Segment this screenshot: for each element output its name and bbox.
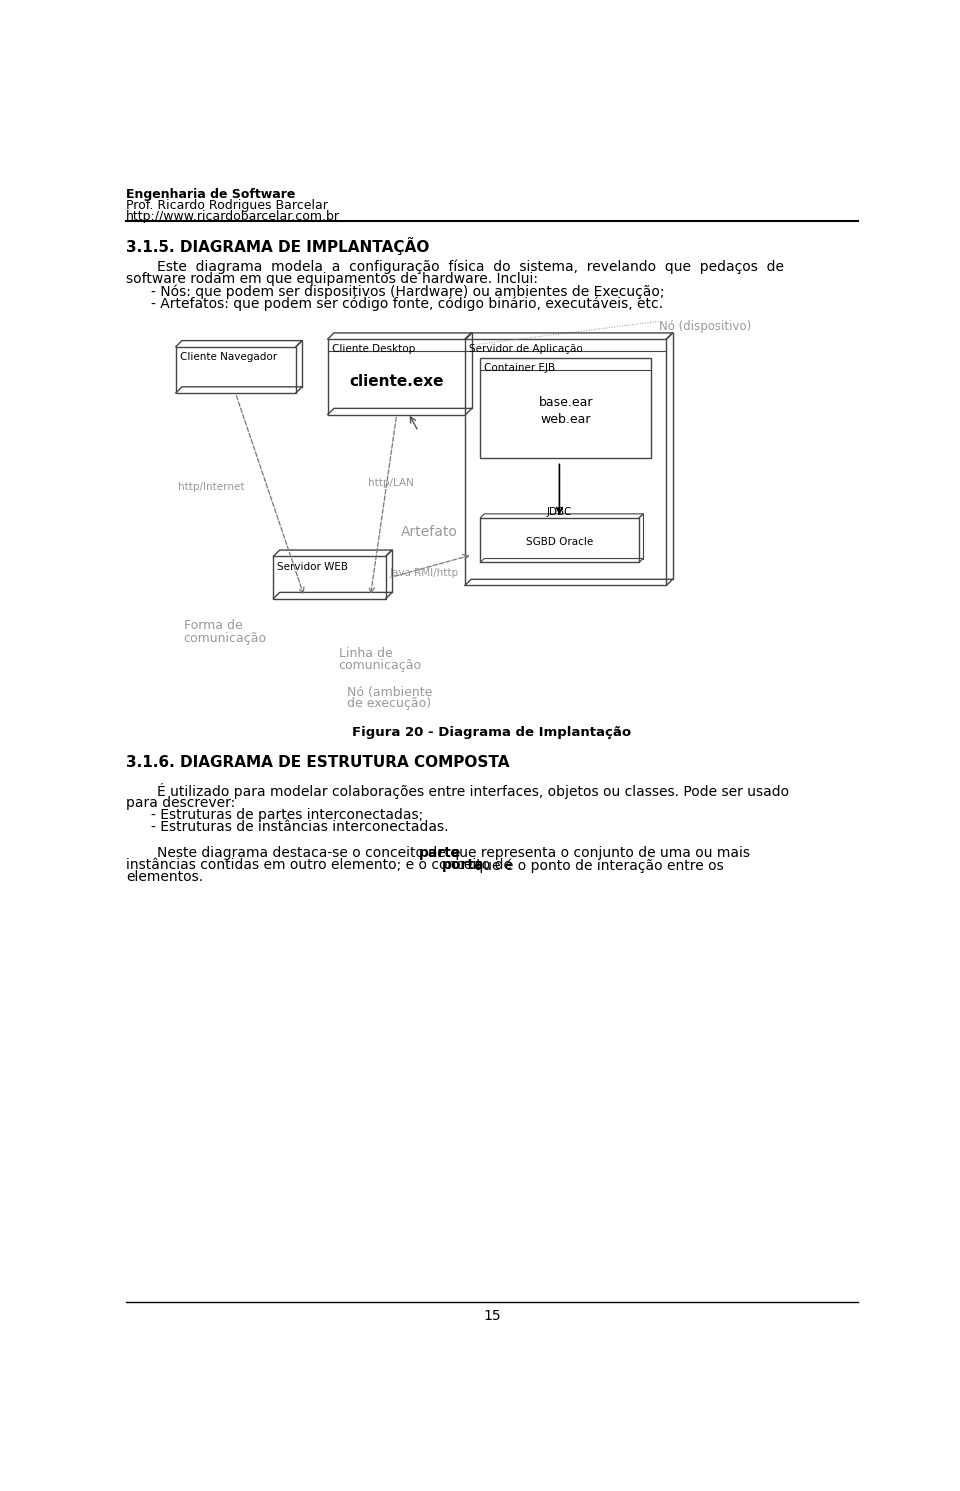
- Text: Servidor WEB: Servidor WEB: [277, 562, 348, 571]
- FancyBboxPatch shape: [274, 556, 386, 598]
- Text: software rodam em que equipamentos de hardware. Inclui:: software rodam em que equipamentos de ha…: [126, 271, 539, 286]
- Text: 15: 15: [483, 1309, 501, 1324]
- Text: Neste diagrama destaca-se o conceito de: Neste diagrama destaca-se o conceito de: [157, 845, 450, 860]
- Text: Container EJB: Container EJB: [484, 362, 556, 373]
- Text: 3.1.6. DIAGRAMA DE ESTRUTURA COMPOSTA: 3.1.6. DIAGRAMA DE ESTRUTURA COMPOSTA: [126, 754, 510, 769]
- Text: http/Internet: http/Internet: [179, 482, 245, 492]
- Text: É utilizado para modelar colaborações entre interfaces, objetos ou classes. Pode: É utilizado para modelar colaborações en…: [157, 783, 789, 799]
- Text: Prof. Ricardo Rodrigues Barcelar: Prof. Ricardo Rodrigues Barcelar: [126, 198, 328, 212]
- Text: Servidor de Aplicação: Servidor de Aplicação: [468, 344, 583, 355]
- FancyBboxPatch shape: [327, 338, 466, 414]
- Text: comunicação: comunicação: [339, 659, 421, 672]
- Text: para descrever:: para descrever:: [126, 796, 235, 810]
- Text: porta: porta: [442, 857, 484, 872]
- FancyBboxPatch shape: [465, 338, 666, 586]
- Text: 3.1.5. DIAGRAMA DE IMPLANTAÇÃO: 3.1.5. DIAGRAMA DE IMPLANTAÇÃO: [126, 237, 429, 255]
- Text: comunicação: comunicação: [183, 632, 267, 644]
- Text: JDBC: JDBC: [547, 507, 572, 517]
- Text: - Estruturas de partes interconectadas;: - Estruturas de partes interconectadas;: [151, 808, 423, 822]
- Text: base.ear: base.ear: [539, 395, 593, 409]
- Text: Linha de: Linha de: [339, 647, 393, 661]
- FancyBboxPatch shape: [176, 347, 296, 394]
- Text: Nó (dispositivo): Nó (dispositivo): [659, 321, 751, 332]
- Text: parte: parte: [420, 845, 462, 860]
- FancyBboxPatch shape: [480, 517, 639, 562]
- Text: Forma de: Forma de: [183, 619, 242, 632]
- Text: http://www.ricardobarcelar.com.br: http://www.ricardobarcelar.com.br: [126, 210, 340, 222]
- Text: que representa o conjunto de uma ou mais: que representa o conjunto de uma ou mais: [446, 845, 751, 860]
- Text: web.ear: web.ear: [540, 413, 590, 425]
- Text: SGBD Oracle: SGBD Oracle: [526, 537, 593, 547]
- Text: http/LAN: http/LAN: [368, 477, 414, 488]
- Text: Este  diagrama  modela  a  configuração  física  do  sistema,  revelando  que  p: Este diagrama modela a configuração físi…: [157, 259, 784, 274]
- Text: de execução): de execução): [348, 698, 431, 710]
- Text: instâncias contidas em outro elemento; e o conceito de: instâncias contidas em outro elemento; e…: [126, 857, 516, 872]
- Text: Engenharia de Software: Engenharia de Software: [126, 188, 296, 201]
- Text: Figura 20 - Diagrama de Implantação: Figura 20 - Diagrama de Implantação: [352, 726, 632, 738]
- Text: cliente.exe: cliente.exe: [349, 374, 444, 389]
- Text: Java RMI/http: Java RMI/http: [390, 568, 459, 579]
- Text: que é o ponto de interação entre os: que é o ponto de interação entre os: [470, 857, 724, 872]
- Text: Artefato: Artefato: [400, 525, 457, 540]
- FancyBboxPatch shape: [480, 358, 651, 458]
- Text: Cliente Desktop: Cliente Desktop: [331, 344, 415, 355]
- Text: elementos.: elementos.: [126, 871, 204, 884]
- Text: - Estruturas de instâncias interconectadas.: - Estruturas de instâncias interconectad…: [151, 820, 448, 835]
- Text: Nó (ambiente: Nó (ambiente: [348, 686, 432, 699]
- Text: - Artefatos: que podem ser código fonte, código binário, executáveis, etc.: - Artefatos: que podem ser código fonte,…: [151, 297, 663, 312]
- Text: - Nós: que podem ser dispositivos (Hardware) ou ambientes de Execução;: - Nós: que podem ser dispositivos (Hardw…: [151, 285, 664, 298]
- Text: Cliente Navegador: Cliente Navegador: [180, 352, 276, 362]
